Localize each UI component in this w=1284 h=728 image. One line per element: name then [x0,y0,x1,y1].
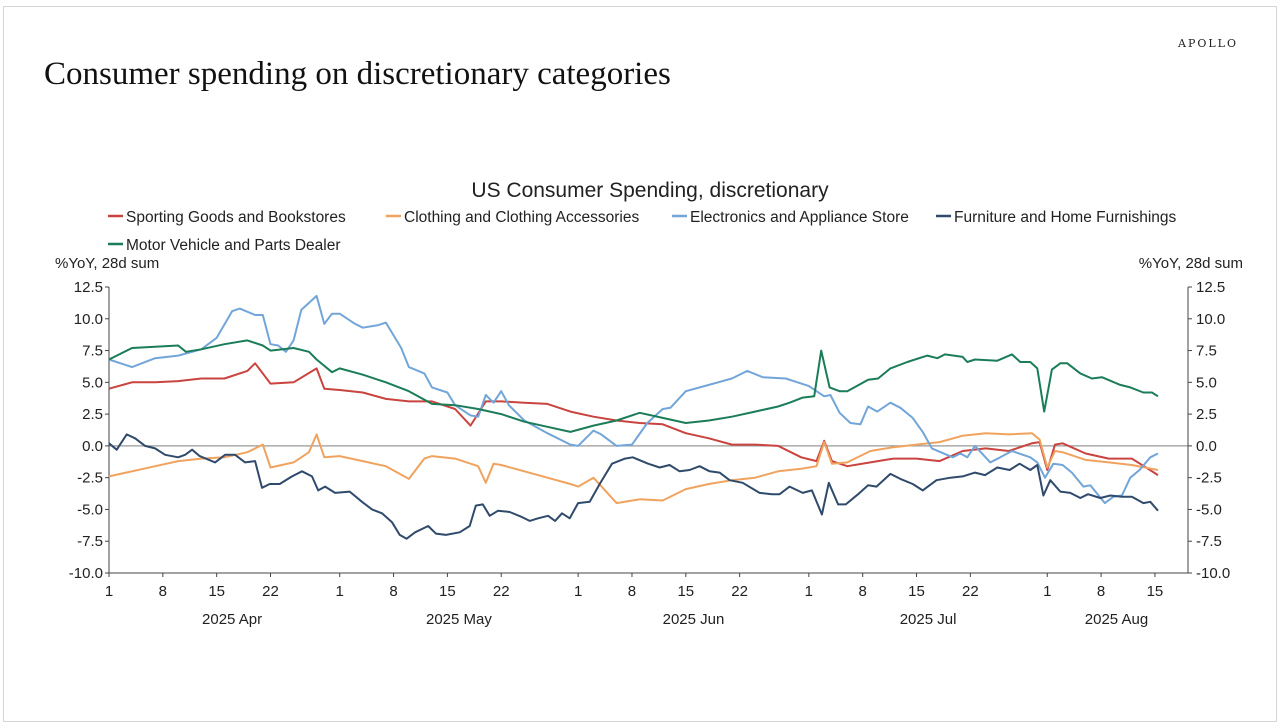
x-month-label: 2025 Jul [900,611,957,628]
x-tick-label: 1 [805,583,813,600]
y-tick-label-left: -10.0 [69,565,103,582]
x-tick-label: 22 [731,583,748,600]
y-tick-label-right: -7.5 [1196,533,1222,550]
x-month-label: 2025 Jun [663,611,725,628]
y-tick-label-right: -5.0 [1196,501,1222,518]
chart-axes: 12.5 12.5 10.0 10.0 7.5 7.5 5.0 5.0 2.5 2.5 0.0 0.0… [69,279,1230,628]
y-tick-label-right: 10.0 [1196,311,1225,328]
y-tick-label-right: 12.5 [1196,279,1225,296]
x-tick-label: 8 [159,583,167,600]
legend-label: Motor Vehicle and Parts Dealer [126,237,341,254]
chart-series [108,294,1159,540]
x-tick-label: 1 [1043,583,1051,600]
x-month-label: 2025 Aug [1085,611,1148,628]
x-tick-label: 15 [677,583,694,600]
series-line-furniture-and-home-furnishings [108,433,1159,540]
y-axis-label-right: %YoY, 28d sum [1139,255,1243,272]
x-tick-label: 8 [389,583,397,600]
y-tick-label-left: -5.0 [77,501,103,518]
legend-item: Clothing and Clothing Accessories [386,209,639,226]
legend-item: Furniture and Home Furnishings [936,209,1177,226]
y-tick-label-right: -2.5 [1196,470,1222,487]
legend-label: Electronics and Appliance Store [690,209,909,226]
y-tick-label-left: 7.5 [82,343,103,360]
x-tick-label: 22 [962,583,979,600]
y-tick-label-right: 7.5 [1196,343,1217,360]
x-tick-label: 22 [493,583,510,600]
x-tick-label: 8 [859,583,867,600]
x-month-label: 2025 May [426,611,492,628]
y-tick-label-left: -7.5 [77,533,103,550]
y-tick-label-right: 5.0 [1196,374,1217,391]
slide-border [3,6,1277,722]
y-tick-label-right: 2.5 [1196,406,1217,423]
series-line-electronics-and-appliance-store [108,294,1159,505]
x-tick-label: 15 [1147,583,1164,600]
x-tick-label: 22 [262,583,279,600]
x-tick-label: 8 [628,583,636,600]
x-tick-label: 1 [574,583,582,600]
series-line-sporting-goods-and-bookstores [108,362,1159,476]
x-tick-label: 1 [105,583,113,600]
page-title: Consumer spending on discretionary categ… [44,56,671,92]
y-tick-label-left: 0.0 [82,438,103,455]
legend-label: Sporting Goods and Bookstores [126,209,346,226]
y-tick-label-left: 10.0 [74,311,103,328]
y-tick-label-left: 2.5 [82,406,103,423]
legend-label: Clothing and Clothing Accessories [404,209,639,226]
x-tick-label: 1 [336,583,344,600]
legend-label: Furniture and Home Furnishings [954,209,1177,226]
legend-item: Sporting Goods and Bookstores [108,209,346,226]
x-tick-label: 15 [208,583,225,600]
y-tick-label-left: -2.5 [77,470,103,487]
y-axis-label-left: %YoY, 28d sum [55,255,159,272]
chart-legend: Sporting Goods and Bookstores Clothing an… [108,209,1177,254]
y-tick-label-left: 5.0 [82,374,103,391]
x-tick-label: 15 [439,583,456,600]
x-tick-label: 15 [908,583,925,600]
series-line-motor-vehicle-and-parts-dealer [108,339,1159,433]
legend-item: Motor Vehicle and Parts Dealer [108,237,341,254]
y-tick-label-right: 0.0 [1196,438,1217,455]
y-tick-label-right: -10.0 [1196,565,1230,582]
x-tick-label: 8 [1097,583,1105,600]
legend-item: Electronics and Appliance Store [672,209,909,226]
brand-logo: APOLLO [1178,37,1238,50]
y-tick-label-left: 12.5 [74,279,103,296]
x-month-label: 2025 Apr [202,611,262,628]
series-line-clothing-and-clothing-accessories [108,432,1159,505]
chart-title: US Consumer Spending, discretionary [471,179,829,202]
